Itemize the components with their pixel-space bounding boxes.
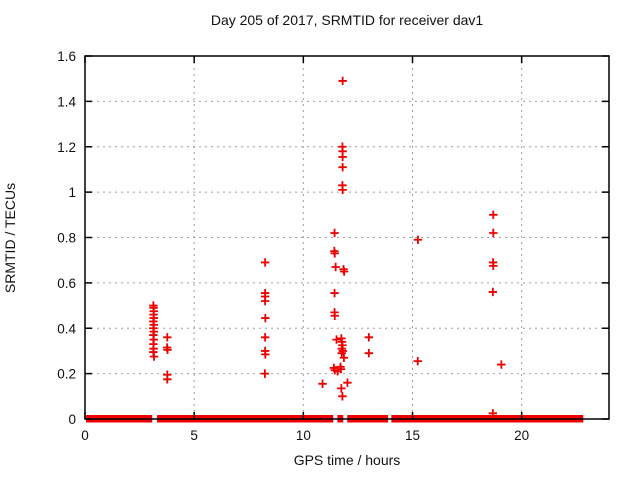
data-point-marker <box>338 185 347 195</box>
data-point-marker <box>364 333 374 342</box>
data-point-marker <box>330 249 339 258</box>
y-tick-label: 1.4 <box>57 94 76 109</box>
data-point-marker <box>488 409 498 418</box>
data-point-marker <box>338 392 347 401</box>
data-point-marker <box>364 349 374 358</box>
data-point-marker <box>330 311 339 320</box>
data-point-marker <box>330 228 339 238</box>
data-point-marker <box>488 287 498 297</box>
data-point-marker <box>339 353 349 362</box>
y-tick-label: 1 <box>68 185 76 200</box>
y-tick-label: 0.8 <box>57 231 76 246</box>
data-point-marker <box>338 152 347 162</box>
data-point-marker <box>338 162 347 172</box>
x-tick-label: 20 <box>514 428 529 443</box>
data-point-marker <box>489 261 498 271</box>
x-tick-label: 10 <box>296 428 311 443</box>
data-point-marker <box>330 288 339 298</box>
data-point-marker <box>163 375 172 384</box>
data-point-marker <box>413 356 422 366</box>
data-point-marker <box>338 76 347 86</box>
y-tick-label: 1.6 <box>57 49 76 64</box>
data-point-marker <box>163 333 172 342</box>
data-point-marker <box>163 345 172 355</box>
data-point-marker <box>260 369 270 378</box>
x-tick-label: 15 <box>405 428 420 443</box>
chart-title: Day 205 of 2017, SRMTID for receiver dav… <box>210 12 484 28</box>
x-tick-label: 5 <box>190 428 198 443</box>
y-tick-label: 1.2 <box>57 140 76 155</box>
data-point-marker <box>260 258 270 267</box>
data-point-marker <box>261 313 270 323</box>
data-point-marker <box>339 267 349 276</box>
y-tick-label: 0.6 <box>57 276 76 291</box>
data-point-marker <box>497 360 506 369</box>
data-point-marker <box>260 333 270 342</box>
y-tick-label: 0 <box>68 412 76 427</box>
data-point-marker <box>332 335 341 344</box>
data-point-marker <box>260 296 270 306</box>
x-tick-label: 0 <box>81 428 89 443</box>
data-point-marker <box>318 379 327 389</box>
data-point-marker <box>337 384 346 393</box>
data-point-marker <box>149 352 159 361</box>
data-point-marker <box>489 210 498 220</box>
data-point-marker <box>331 262 340 272</box>
y-tick-label: 0.2 <box>57 367 76 382</box>
x-axis-title: GPS time / hours <box>293 452 401 468</box>
data-point-marker <box>489 228 498 238</box>
data-point-marker <box>337 349 346 358</box>
data-point-marker <box>343 378 352 387</box>
data-point-marker <box>333 367 342 376</box>
y-tick-label: 0.4 <box>57 321 76 336</box>
data-point-marker <box>413 235 423 244</box>
data-point-marker <box>261 350 270 359</box>
